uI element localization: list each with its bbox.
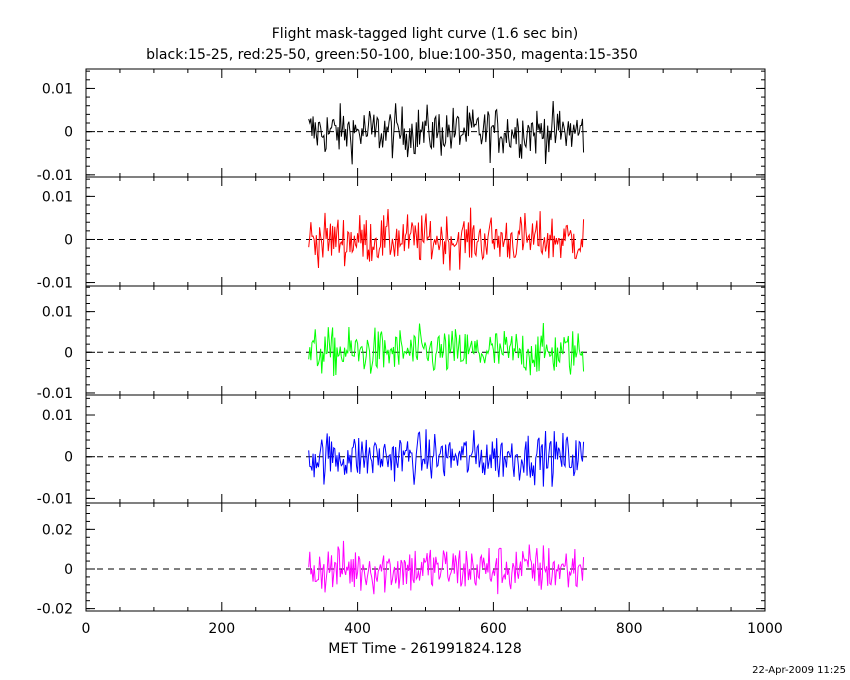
- x-tick-label: 0: [82, 621, 91, 637]
- y-tick-label: 0: [64, 232, 73, 248]
- y-tick-label: 0: [64, 125, 73, 141]
- x-tick-label: 400: [344, 621, 371, 637]
- y-tick-label: 0.01: [42, 189, 73, 205]
- panels-group: 0.01 0 -0.01 0.01 0 -0.01 0.01 0 -0.01 0.01 0 -0.01…: [37, 68, 766, 618]
- x-tick-label: 200: [208, 621, 235, 637]
- y-tick-label: 0.01: [42, 81, 73, 97]
- panel-25-50: 0.01 0 -0.01: [37, 176, 766, 292]
- panel-frame: [85, 176, 766, 287]
- series-line-25-50: [308, 207, 585, 271]
- series-line-15-350: [308, 540, 585, 595]
- y-tick-label: 0.02: [42, 522, 73, 538]
- x-axis-label: MET Time - 261991824.128: [328, 641, 521, 657]
- panel-15-350: 0.02 0 -0.02: [37, 502, 766, 618]
- panel-50-100: 0.01 0 -0.01: [37, 285, 766, 402]
- series-line-100-350: [308, 429, 585, 487]
- y-tick-label: -0.01: [37, 168, 73, 184]
- panel-15-25: 0.01 0 -0.01: [37, 68, 766, 184]
- panel-frame: [85, 502, 766, 612]
- y-tick-label: 0.01: [42, 408, 73, 424]
- y-tick-label: 0.01: [42, 305, 73, 321]
- series-line-50-100: [308, 322, 585, 377]
- y-tick-label: -0.01: [37, 491, 73, 507]
- panel-100-350: 0.01 0 -0.01: [37, 394, 766, 507]
- x-tick-label: 1000: [747, 621, 783, 637]
- y-tick-label: 0: [64, 562, 73, 578]
- series-line-15-25: [308, 101, 585, 165]
- chart-subtitle: black:15-25, red:25-50, green:50-100, bl…: [146, 47, 638, 63]
- y-tick-label: 0: [64, 450, 73, 466]
- x-axis: 0 200 400 600 800 1000: [82, 621, 783, 637]
- panel-frame: [85, 285, 766, 396]
- x-tick-label: 800: [616, 621, 643, 637]
- timestamp: 22-Apr-2009 11:25: [752, 665, 846, 676]
- y-tick-label: -0.01: [37, 276, 73, 292]
- y-tick-label: -0.02: [37, 602, 73, 618]
- x-tick-label: 600: [480, 621, 507, 637]
- y-tick-label: 0: [64, 345, 73, 361]
- y-tick-label: -0.01: [37, 386, 73, 402]
- chart-title: Flight mask-tagged light curve (1.6 sec …: [272, 26, 579, 42]
